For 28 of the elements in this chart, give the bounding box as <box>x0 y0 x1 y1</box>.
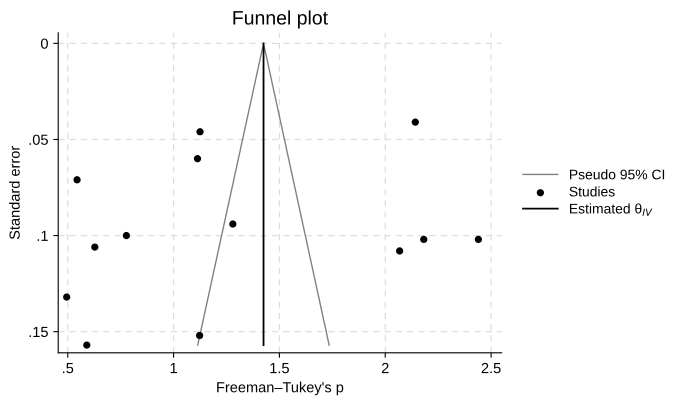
point <box>196 332 204 340</box>
x-tick-label: 2.5 <box>482 362 501 374</box>
y-axis-title: Standard error <box>9 146 20 240</box>
point <box>196 128 204 136</box>
point <box>396 247 404 255</box>
point <box>73 176 81 184</box>
x-tick-label: 1.5 <box>270 363 289 374</box>
x-tick-label: 1 <box>170 363 177 374</box>
y-tick-label: 0 <box>40 38 48 49</box>
point <box>474 236 482 244</box>
legend-label: Pseudo 95% CI <box>570 169 664 180</box>
point <box>194 155 202 162</box>
point <box>83 341 90 349</box>
chart-title: Funnel plot <box>233 10 328 28</box>
point <box>91 243 98 251</box>
point <box>63 293 70 301</box>
x-tick-label: 2 <box>382 362 389 374</box>
legend-label: Estimated θ$_{IV}$ <box>570 203 652 216</box>
point <box>412 118 419 126</box>
point <box>229 220 236 228</box>
x-axis-title: Freeman–Tukey's p <box>217 382 344 396</box>
x-tick-label: .5 <box>62 363 74 374</box>
y-tick-label: .15 <box>30 326 48 338</box>
y-tick-label: .05 <box>30 134 48 145</box>
y-tick-label: .1 <box>38 230 48 241</box>
point <box>420 236 428 244</box>
point <box>122 232 130 240</box>
legend-label: Studies <box>569 186 615 197</box>
